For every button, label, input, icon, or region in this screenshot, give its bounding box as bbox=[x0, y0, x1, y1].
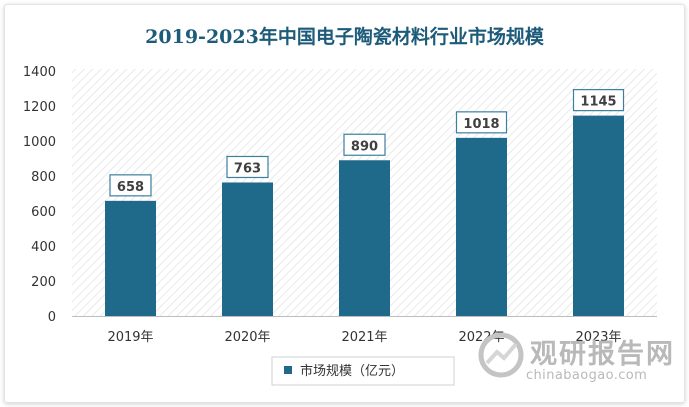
y-tick-label: 200 bbox=[31, 275, 56, 290]
chart-title: 2019-2023年中国电子陶瓷材料行业市场规模 bbox=[145, 26, 544, 48]
y-tick-label: 800 bbox=[31, 170, 56, 185]
watermark-logo-icon bbox=[478, 332, 524, 378]
x-tick-label: 2019年 bbox=[107, 330, 153, 345]
y-tick-label: 0 bbox=[48, 310, 56, 325]
data-label: 658 bbox=[117, 180, 144, 195]
data-label-box bbox=[109, 174, 152, 197]
x-tick-label: 2023年 bbox=[575, 330, 621, 345]
bar bbox=[339, 160, 390, 316]
y-tick-label: 1400 bbox=[23, 65, 56, 80]
data-label-box bbox=[455, 111, 508, 134]
bar bbox=[222, 182, 273, 316]
x-tick-label: 2022年 bbox=[458, 330, 504, 345]
data-label: 890 bbox=[351, 139, 378, 154]
data-label: 1145 bbox=[580, 95, 616, 110]
legend: 市场规模（亿元） bbox=[271, 356, 455, 386]
data-label: 763 bbox=[234, 161, 261, 176]
legend-swatch bbox=[284, 366, 292, 374]
legend-label: 市场规模（亿元） bbox=[300, 363, 404, 379]
data-label-box bbox=[343, 133, 386, 156]
y-tick-label: 1200 bbox=[23, 100, 56, 115]
bar bbox=[573, 115, 624, 316]
bar bbox=[105, 200, 156, 316]
data-label-box bbox=[572, 89, 625, 112]
data-label-box bbox=[226, 155, 269, 179]
legend-frame bbox=[271, 356, 455, 386]
y-tick-label: 400 bbox=[31, 240, 56, 255]
x-tick-label: 2021年 bbox=[341, 330, 387, 345]
watermark-url: chinabaogao.com bbox=[526, 368, 648, 383]
watermark-brand: 观研报告网 bbox=[530, 339, 675, 370]
x-tick-label: 2020年 bbox=[224, 330, 270, 345]
watermark: 观研报告网 chinabaogao.com bbox=[478, 322, 683, 392]
y-tick-label: 1000 bbox=[23, 135, 56, 150]
bar bbox=[456, 137, 507, 316]
y-tick-label: 600 bbox=[31, 205, 56, 220]
data-label: 1018 bbox=[463, 117, 499, 132]
